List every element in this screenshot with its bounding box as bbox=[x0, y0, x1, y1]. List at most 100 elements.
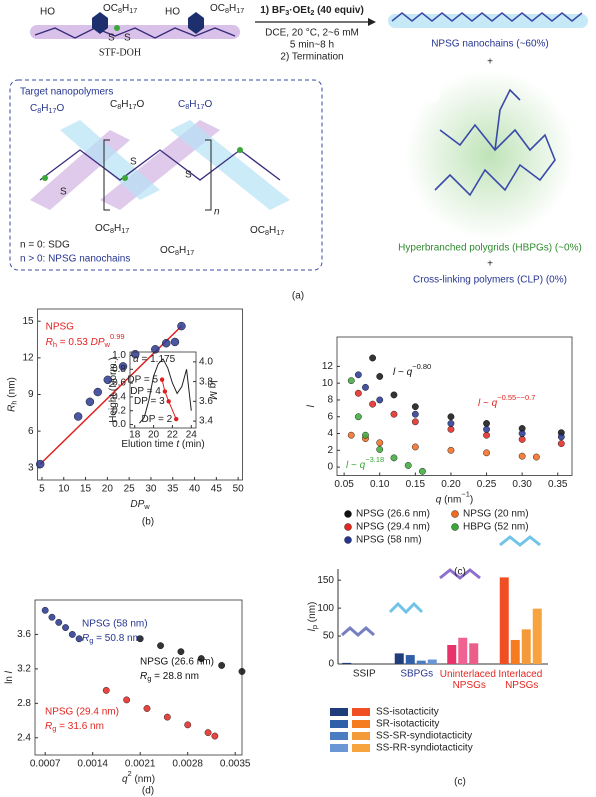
side-chain: C8H17O bbox=[110, 99, 144, 111]
point bbox=[197, 655, 205, 662]
text-part: 8 bbox=[265, 228, 269, 237]
x-tick-label: 0.25 bbox=[477, 479, 497, 490]
text-part: R bbox=[82, 633, 89, 644]
text-part: ~ bbox=[348, 460, 359, 471]
text-part: 2 bbox=[128, 769, 132, 778]
box-band bbox=[170, 120, 290, 210]
point bbox=[354, 413, 362, 421]
side-chain: OC8H17 bbox=[160, 245, 194, 257]
text-part: Interlaced bbox=[498, 669, 545, 680]
mass-point bbox=[162, 389, 168, 394]
point bbox=[103, 375, 112, 385]
x-tick-label: 0.35 bbox=[548, 479, 568, 490]
point bbox=[483, 431, 490, 439]
x-tick-label: 22 bbox=[167, 430, 179, 441]
text-part: 8 bbox=[110, 226, 114, 235]
condition: 5 min~8 h bbox=[290, 40, 334, 51]
category-label: Interlaced NPSGs bbox=[498, 669, 545, 691]
text-part: = 0.53 bbox=[57, 337, 91, 348]
text-part: H bbox=[122, 3, 129, 14]
y-tick-label: 100 bbox=[317, 603, 334, 614]
text-part: = 28.8 nm bbox=[151, 671, 199, 682]
series-label: NPSG bbox=[46, 322, 75, 333]
arrow-head bbox=[368, 18, 376, 26]
monomer-ring bbox=[188, 12, 204, 34]
x-tick-label: 45 bbox=[211, 484, 223, 495]
condition: DCE, 20 °C, 2~6 mM bbox=[265, 28, 359, 39]
bar bbox=[469, 643, 479, 664]
point bbox=[204, 729, 212, 737]
text-part: H bbox=[229, 3, 236, 14]
x-axis-label: Elution time t (min) bbox=[121, 439, 204, 450]
legend-label: NPSG (20 nm) bbox=[463, 509, 529, 520]
bar bbox=[521, 629, 531, 664]
text-part: 17 bbox=[48, 106, 56, 115]
x-tick-label: 18 bbox=[129, 430, 141, 441]
category-label: Uninterlaced NPSGs bbox=[440, 669, 499, 691]
point bbox=[170, 337, 180, 347]
text-part: Elution time bbox=[121, 439, 176, 450]
y-tick-label: 12 bbox=[322, 361, 334, 372]
side-chain: OC8H17 bbox=[95, 223, 129, 235]
text-part: l bbox=[306, 404, 317, 407]
point bbox=[411, 443, 419, 451]
point bbox=[447, 413, 455, 421]
text-part: 3 bbox=[285, 8, 289, 17]
x-tick-label: 10 bbox=[58, 484, 70, 495]
icon bbox=[341, 626, 375, 637]
rg-label: Rg = 50.8 nm bbox=[82, 633, 141, 645]
monomer-label: HO bbox=[165, 7, 180, 18]
y2-tick-label: 3.8 bbox=[199, 376, 213, 387]
text-part: ) bbox=[470, 494, 473, 505]
y-tick-label: 0 bbox=[327, 462, 333, 473]
panel-label: (a) bbox=[292, 291, 304, 302]
glow-highlight bbox=[426, 88, 440, 102]
y-axis-label: lp (nm) bbox=[307, 602, 319, 632]
y-tick-label: 0.4 bbox=[112, 392, 126, 403]
text-part: −0.80 bbox=[412, 362, 431, 371]
box-s: S bbox=[130, 157, 137, 168]
text-part: (nm bbox=[441, 494, 461, 505]
x-tick-label: 15 bbox=[80, 484, 92, 495]
icon bbox=[439, 568, 481, 580]
text-part: H bbox=[189, 99, 196, 110]
text-part: w bbox=[143, 502, 150, 511]
point bbox=[73, 412, 83, 421]
panel-label: (c) bbox=[454, 567, 466, 578]
annotation: α = 1.175 bbox=[133, 354, 176, 365]
point bbox=[93, 387, 102, 397]
text-part: 17 bbox=[196, 102, 204, 111]
text-part: h bbox=[53, 340, 57, 349]
x-tick-label: 20 bbox=[148, 430, 160, 441]
text-part: OC bbox=[95, 223, 110, 234]
point bbox=[411, 410, 419, 418]
text-part: (nm) bbox=[307, 602, 318, 625]
product-chain bbox=[391, 12, 583, 22]
y-tick-label: 3 bbox=[28, 462, 34, 473]
annotation: l ~ q−0.55~−0.7 bbox=[478, 393, 535, 409]
point bbox=[362, 431, 369, 439]
text-part: q bbox=[122, 774, 128, 785]
x-tick-label: 0.0007 bbox=[30, 759, 61, 770]
bar bbox=[416, 660, 426, 664]
y-tick-label: 12 bbox=[22, 352, 34, 363]
point bbox=[157, 642, 164, 650]
y-tick-label: 0.2 bbox=[112, 405, 126, 416]
point bbox=[347, 431, 355, 439]
text-part: α bbox=[133, 354, 139, 365]
text-part: l bbox=[393, 367, 396, 378]
category-label: SSIP bbox=[353, 669, 376, 680]
text-part: 8 bbox=[37, 106, 41, 115]
point bbox=[404, 462, 412, 469]
text-part: l bbox=[346, 460, 349, 471]
text-part: 8 bbox=[117, 102, 121, 111]
bar bbox=[405, 655, 415, 664]
monomer-label: OC8H17 bbox=[210, 3, 244, 15]
x-tick-label: 35 bbox=[167, 484, 179, 495]
text-part: 17 bbox=[186, 248, 194, 257]
box-band bbox=[60, 120, 160, 200]
text-part: (nm) bbox=[6, 377, 17, 400]
legend-label: SS-RR-syndiotacticity bbox=[376, 743, 473, 754]
text-part: NPSGs bbox=[453, 680, 486, 691]
y2-tick-label: 3.4 bbox=[199, 416, 213, 427]
